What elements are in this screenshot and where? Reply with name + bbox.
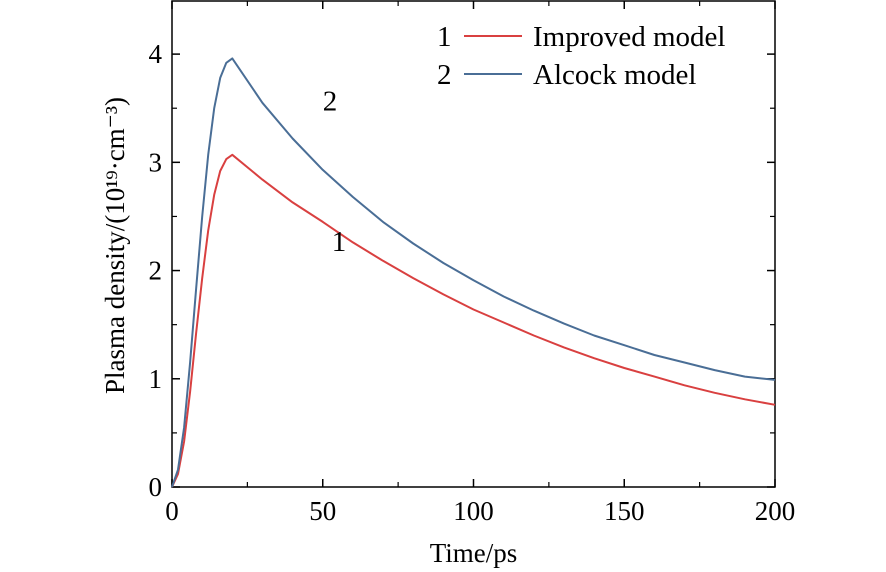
x-axis-title: Time/ps	[430, 538, 518, 568]
series-line-2	[171, 57, 776, 488]
legend-number-2: 2	[437, 59, 452, 91]
legend: 1 Improved model 2 Alcock model	[437, 21, 725, 91]
legend-label-2: Alcock model	[533, 59, 696, 91]
x-tick-label: 200	[755, 496, 796, 526]
legend-number-1: 1	[437, 21, 452, 53]
curve-label-2: 2	[323, 85, 338, 117]
y-tick-label: 1	[149, 364, 163, 394]
curve-label-1: 1	[332, 226, 347, 258]
y-tick-label: 4	[149, 39, 163, 69]
ticks: 0 50 100 150 200 0 1 2 3 4	[149, 1, 796, 526]
x-tick-label: 0	[165, 496, 179, 526]
annotation-layer: 21	[323, 85, 347, 258]
x-tick-label: 100	[453, 496, 494, 526]
x-tick-label: 50	[309, 496, 336, 526]
y-tick-label: 3	[149, 147, 163, 177]
series-layer	[171, 57, 776, 488]
y-tick-label: 2	[149, 256, 163, 286]
y-axis-title: Plasma density/(10¹⁹·cm⁻³)	[100, 97, 130, 394]
x-tick-label: 150	[604, 496, 645, 526]
legend-label-1: Improved model	[533, 21, 725, 53]
series-line-1	[171, 153, 776, 488]
y-tick-label: 0	[149, 472, 163, 502]
